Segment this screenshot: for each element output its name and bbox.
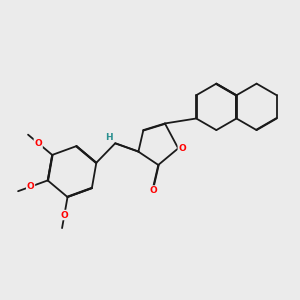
Text: O: O [27, 182, 34, 191]
Text: O: O [149, 186, 157, 195]
Text: H: H [105, 133, 113, 142]
Text: O: O [61, 211, 68, 220]
Text: O: O [34, 139, 42, 148]
Text: O: O [178, 144, 186, 153]
